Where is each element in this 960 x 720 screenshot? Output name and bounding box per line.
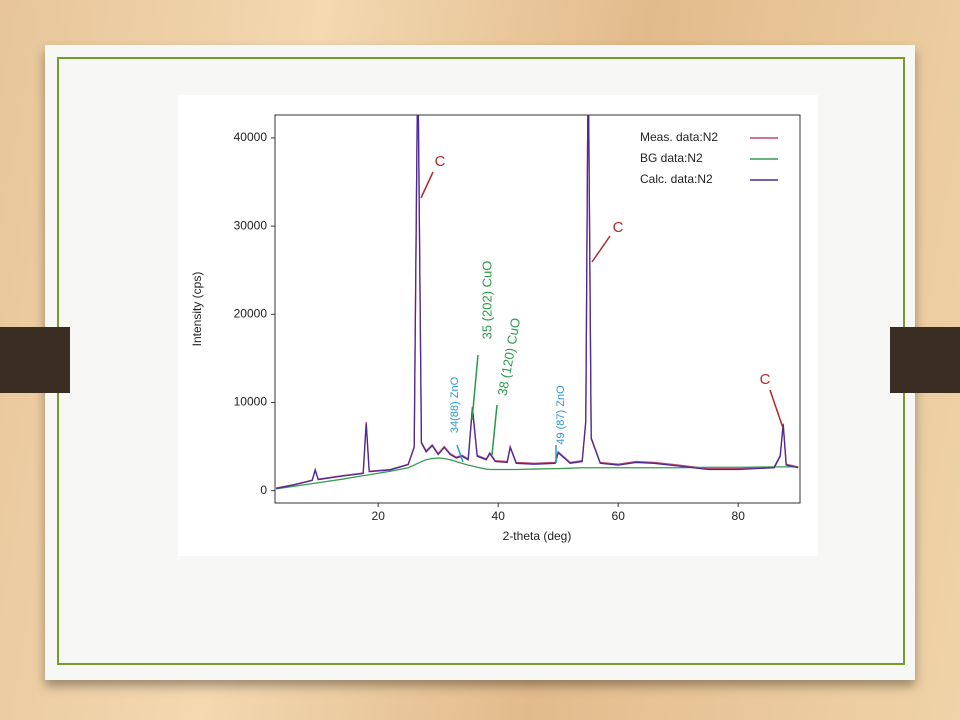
annotation-pointer	[769, 389, 784, 429]
y-tick-label: 0	[260, 483, 267, 497]
y-tick-label: 20000	[234, 306, 268, 320]
plot-area	[276, 115, 799, 490]
series-line	[276, 115, 799, 490]
x-tick-label: 40	[492, 509, 506, 523]
tab-left	[0, 327, 70, 393]
legend-label: Meas. data:N2	[640, 130, 718, 144]
annotation: 34(88) ZnO	[449, 376, 461, 433]
x-tick-label: 20	[372, 509, 386, 523]
annotation: C	[760, 371, 771, 388]
annotation-pointer	[471, 354, 479, 421]
plot-frame	[274, 114, 801, 504]
annotation-pointer	[591, 235, 611, 263]
tab-right	[890, 327, 960, 393]
annotation: C	[435, 153, 446, 170]
y-tick-label: 40000	[234, 130, 268, 144]
legend-label: BG data:N2	[640, 151, 703, 165]
series-line	[276, 457, 799, 490]
x-axis-label: 2-theta (deg)	[503, 529, 572, 543]
legend-label: Calc. data:N2	[640, 172, 713, 186]
annotation-pointer	[456, 444, 464, 463]
y-axis-label: Intensity (cps)	[190, 272, 204, 347]
y-tick-label: 10000	[234, 395, 268, 409]
chart-background	[178, 95, 818, 556]
y-tick-label: 30000	[234, 218, 268, 232]
annotation: 35 (202) CuO	[479, 261, 494, 340]
annotation-pointer	[491, 404, 498, 456]
x-tick-label: 80	[732, 509, 746, 523]
annotation: C	[613, 219, 624, 236]
x-tick-label: 60	[612, 509, 626, 523]
annotation-pointer	[420, 171, 434, 199]
annotation: 49 (87) ZnO	[555, 385, 567, 445]
